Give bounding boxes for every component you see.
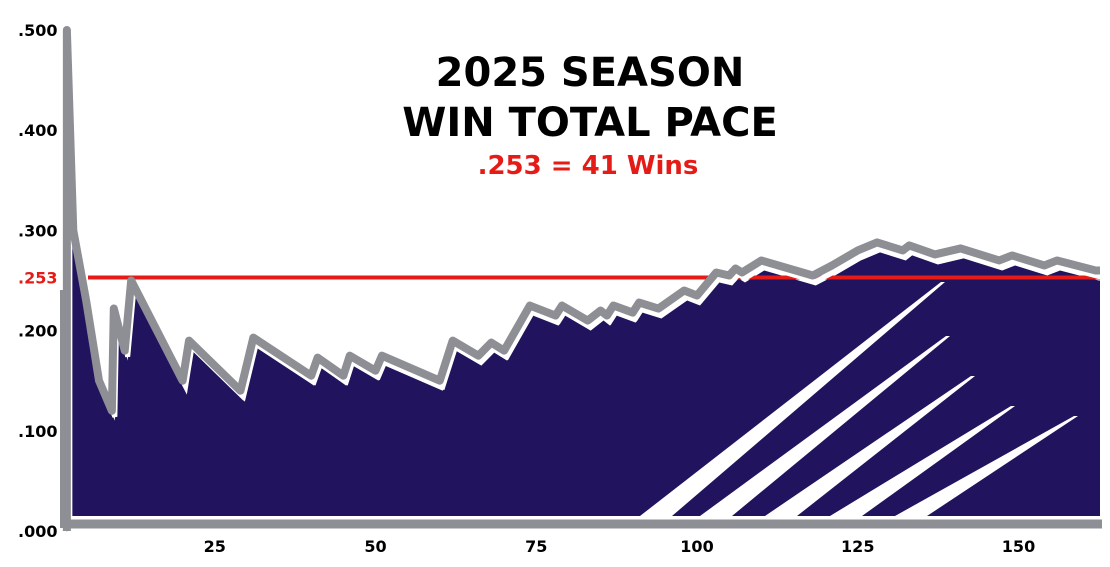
data-point xyxy=(98,380,100,382)
data-point xyxy=(239,390,241,392)
data-point xyxy=(111,410,113,412)
x-tick-label: 25 xyxy=(204,537,226,556)
data-point xyxy=(1095,269,1097,271)
data-point xyxy=(503,350,505,352)
data-point xyxy=(124,350,126,352)
data-point xyxy=(342,375,344,377)
data-point xyxy=(876,241,878,243)
data-point xyxy=(1043,264,1045,266)
data-point xyxy=(638,302,640,304)
data-point xyxy=(902,249,904,251)
y-tick-label: .000 xyxy=(18,522,57,541)
data-point xyxy=(310,375,312,377)
data-point xyxy=(561,305,563,307)
data-point xyxy=(657,308,659,310)
y-tick-label: .100 xyxy=(18,422,57,441)
data-point xyxy=(831,264,833,266)
data-point xyxy=(600,310,602,312)
data-point xyxy=(452,340,454,342)
y-tick-label: .500 xyxy=(18,21,57,40)
data-point xyxy=(66,29,68,31)
series-highlight-line xyxy=(67,35,1100,537)
data-point xyxy=(728,274,730,276)
area-fill xyxy=(66,40,1101,516)
data-point xyxy=(349,355,351,357)
data-point xyxy=(182,380,184,382)
chart-subtitle: .253 = 41 Wins xyxy=(478,151,699,181)
data-point xyxy=(857,249,859,251)
data-point xyxy=(555,315,557,317)
x-tick-label: 125 xyxy=(841,537,874,556)
data-point xyxy=(375,370,376,372)
data-point xyxy=(66,530,68,532)
data-point xyxy=(908,244,910,246)
chart-title-line-2: WIN TOTAL PACE xyxy=(402,100,778,146)
data-point xyxy=(812,274,814,276)
data-point xyxy=(113,308,115,310)
x-tick-label: 50 xyxy=(364,537,386,556)
decorative-stripe xyxy=(700,336,950,516)
data-point xyxy=(381,355,383,357)
data-point xyxy=(1011,254,1013,256)
data-point xyxy=(490,342,492,344)
data-point xyxy=(317,357,319,359)
data-point xyxy=(439,380,441,382)
y-tick-label: .400 xyxy=(18,121,57,140)
y-tick-label: .300 xyxy=(18,221,57,240)
x-tick-label: 100 xyxy=(680,537,713,556)
data-point xyxy=(85,300,87,302)
data-point xyxy=(632,312,634,314)
data-point xyxy=(998,259,1000,261)
x-tick-label: 150 xyxy=(1002,537,1035,556)
decorative-stripes xyxy=(640,282,1078,516)
data-point xyxy=(760,259,762,261)
data-point xyxy=(741,271,743,273)
decorative-stripe xyxy=(830,406,1015,516)
data-point xyxy=(934,253,936,255)
decorative-stripe xyxy=(895,416,1078,516)
data-point xyxy=(715,271,717,273)
data-point xyxy=(735,267,737,269)
data-point xyxy=(130,280,132,281)
data-point xyxy=(683,290,685,292)
data-point xyxy=(477,355,479,357)
data-point xyxy=(587,320,589,322)
data-point xyxy=(960,247,962,249)
decorative-stripe xyxy=(765,376,975,516)
data-point xyxy=(1056,259,1058,261)
x-tick-label: 75 xyxy=(525,537,547,556)
data-point xyxy=(606,315,608,317)
data-point xyxy=(188,340,190,342)
data-point xyxy=(72,229,74,231)
data-point xyxy=(529,305,531,307)
data-point xyxy=(252,337,254,339)
data-point xyxy=(612,305,614,307)
y-tick-label: .200 xyxy=(18,322,57,341)
decorative-stripe xyxy=(640,282,945,516)
reference-line-label: .253 xyxy=(18,268,57,287)
chart-title-line-1: 2025 SEASON xyxy=(436,50,745,96)
data-point xyxy=(696,295,698,297)
